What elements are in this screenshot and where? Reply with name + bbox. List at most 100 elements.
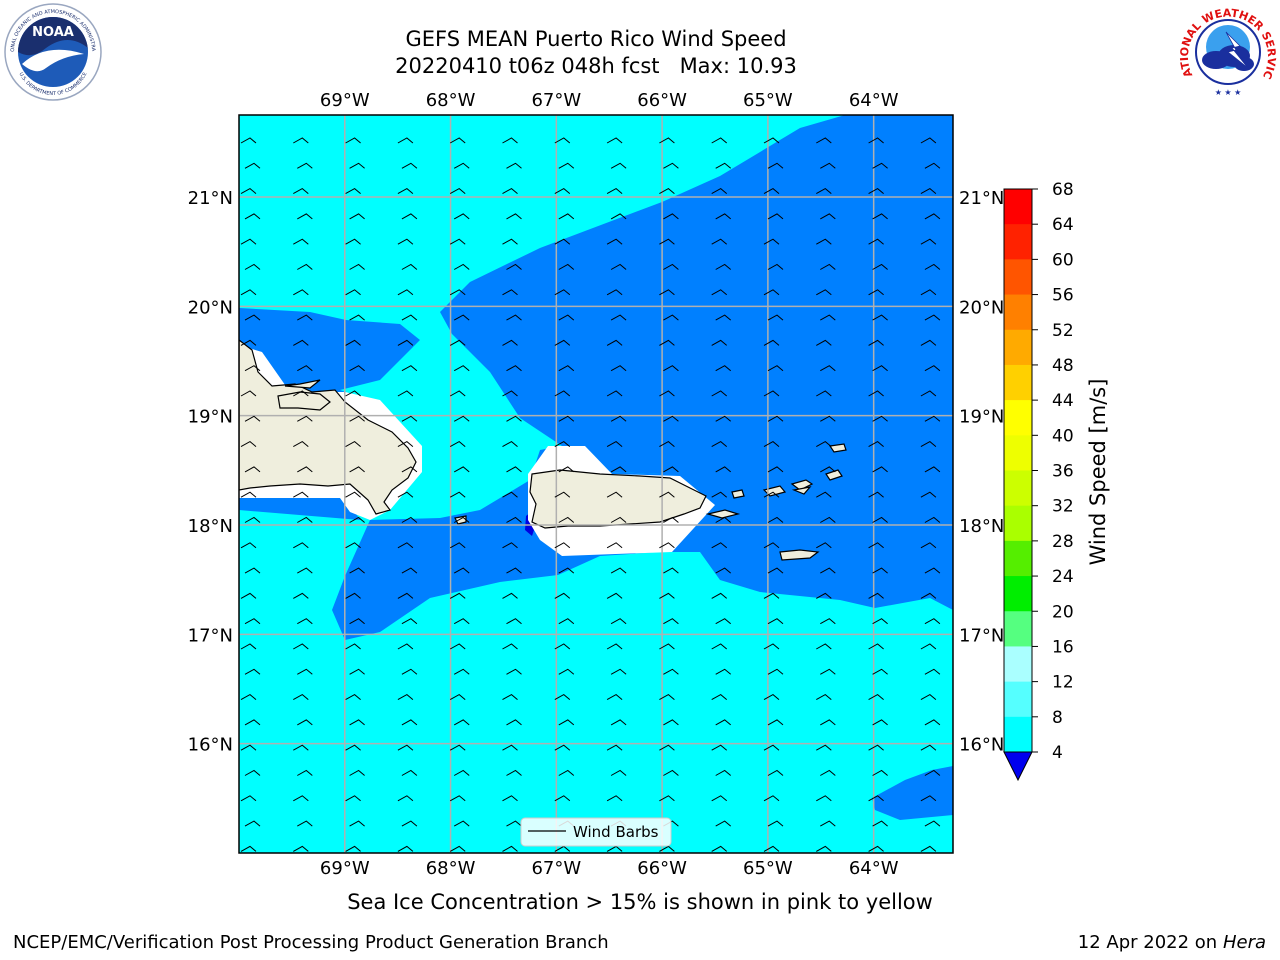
wind-barb [763,187,780,195]
wind-barb [816,693,832,701]
wind-barb [715,769,732,776]
colorbar-swatch [1004,576,1032,612]
wind-barb [244,820,261,827]
wind-barb [240,491,257,498]
wind-barb [715,618,732,625]
wind-barb [715,516,732,523]
lon-tick-label: 68°W [426,858,476,879]
wind-barb [506,719,522,726]
wind-barb [872,820,888,827]
wind-barb [663,314,679,321]
noaa-logo: NOAA NATIONAL OCEANIC AND ATMOSPHERIC AD… [2,2,102,101]
wind-barb [401,415,418,422]
wind-barb [240,592,257,599]
legend-label: Wind Barbs [573,823,659,841]
wind-barb [663,365,679,372]
wind-barb [606,238,623,245]
wind-barb [401,516,418,523]
wind-barb [240,440,257,448]
wind-barb [820,263,836,270]
wind-barb [345,440,361,448]
wind-barb [449,795,466,802]
wind-barb [345,643,361,650]
footer-credit: NCEP/EMC/Verification Post Processing Pr… [13,932,609,953]
lon-tick-label: 66°W [637,90,687,111]
wind-barb [449,693,466,701]
wind-barb [558,213,575,220]
wind-barb [715,466,732,473]
wind-barb [244,567,261,574]
wind-barb [401,314,418,321]
colorbar-tick-label: 64 [1052,215,1074,235]
colorbar-swatch [1004,716,1032,753]
wind-band-4-8-southeast [872,766,953,820]
wind-barb [816,238,832,245]
wind-barb [297,415,313,422]
wind-barb [345,592,361,599]
wind-barb [872,263,888,270]
wind-barb [244,365,261,372]
wind-barb [610,769,627,776]
colorbar-tick-label: 8 [1052,708,1063,728]
colorbar-extend-arrow [1003,751,1033,782]
wind-barb [449,289,466,296]
wind-band-4-8-northeast [440,115,953,610]
wind-barb [606,643,623,650]
wind-barb [820,567,836,574]
wind-barb [293,643,309,650]
wind-barb [711,491,728,498]
wind-barb [868,187,884,195]
wind-barb [506,618,522,625]
wind-barb [659,592,675,599]
wind-barb [558,567,575,574]
lon-tick-label: 64°W [849,90,899,111]
title-line-1: GEFS MEAN Puerto Rico Wind Speed [405,27,787,51]
wind-barb [349,314,365,321]
wind-barb [767,618,784,625]
wind-barb [506,213,522,220]
title-line-2: 20220410 t06z 048h fcst Max: 10.93 [395,54,797,78]
lon-labels-bottom: 69°W 68°W 67°W 66°W 65°W 64°W [320,858,899,879]
wind-barb [240,744,257,751]
wind-barb [767,668,784,675]
wind-barb [293,390,309,397]
wind-barb [345,238,361,245]
wind-barb [659,339,675,346]
wind-barb [924,415,941,422]
wind-barb [453,415,470,422]
wind-barb [920,137,937,144]
wind-barb [401,820,418,827]
wind-barb [606,744,623,751]
wind-barb [763,137,780,144]
wind-barb [453,567,470,574]
wind-barb [449,137,466,144]
wind-barb [240,137,257,144]
wind-barb [244,618,261,625]
wind-barb [449,187,466,195]
wind-barb [606,187,623,195]
wind-barb [920,289,937,296]
wind-barb [763,795,780,802]
colorbar-tick-label: 44 [1052,391,1074,411]
wind-barb [293,795,309,802]
wind-barb [763,542,780,549]
wind-barb [502,693,518,701]
wind-barb [506,820,522,827]
wind-barb [763,693,780,701]
wind-barb [767,415,784,422]
wind-barb [502,491,518,498]
wind-barb [663,618,679,625]
wind-barb [397,744,414,751]
wind-barb [554,137,571,144]
wind-barb [868,592,884,599]
wind-barb [711,289,728,296]
wind-barb [502,440,518,448]
wind-barb [868,845,884,852]
wind-barb [816,137,832,144]
colorbar-swatch [1004,681,1032,718]
wind-barb [610,668,627,675]
wind-barb [297,769,313,776]
wind-barb [715,314,732,321]
lon-tick-label: 65°W [743,90,793,111]
wind-barb [767,769,784,776]
